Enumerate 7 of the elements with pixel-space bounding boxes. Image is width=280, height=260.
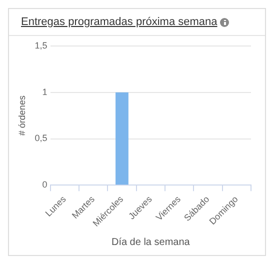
y-tick-label: 0	[42, 180, 48, 190]
y-tick-label: 1	[42, 86, 48, 97]
chart-title: Entregas programadas próxima semana	[21, 16, 218, 28]
y-axis-title: # órdenes	[16, 95, 27, 136]
y-tick-label: 1,5	[34, 40, 48, 50]
x-axis-title: Día de la semana	[111, 236, 190, 248]
y-tick-label: 0,5	[34, 133, 48, 144]
